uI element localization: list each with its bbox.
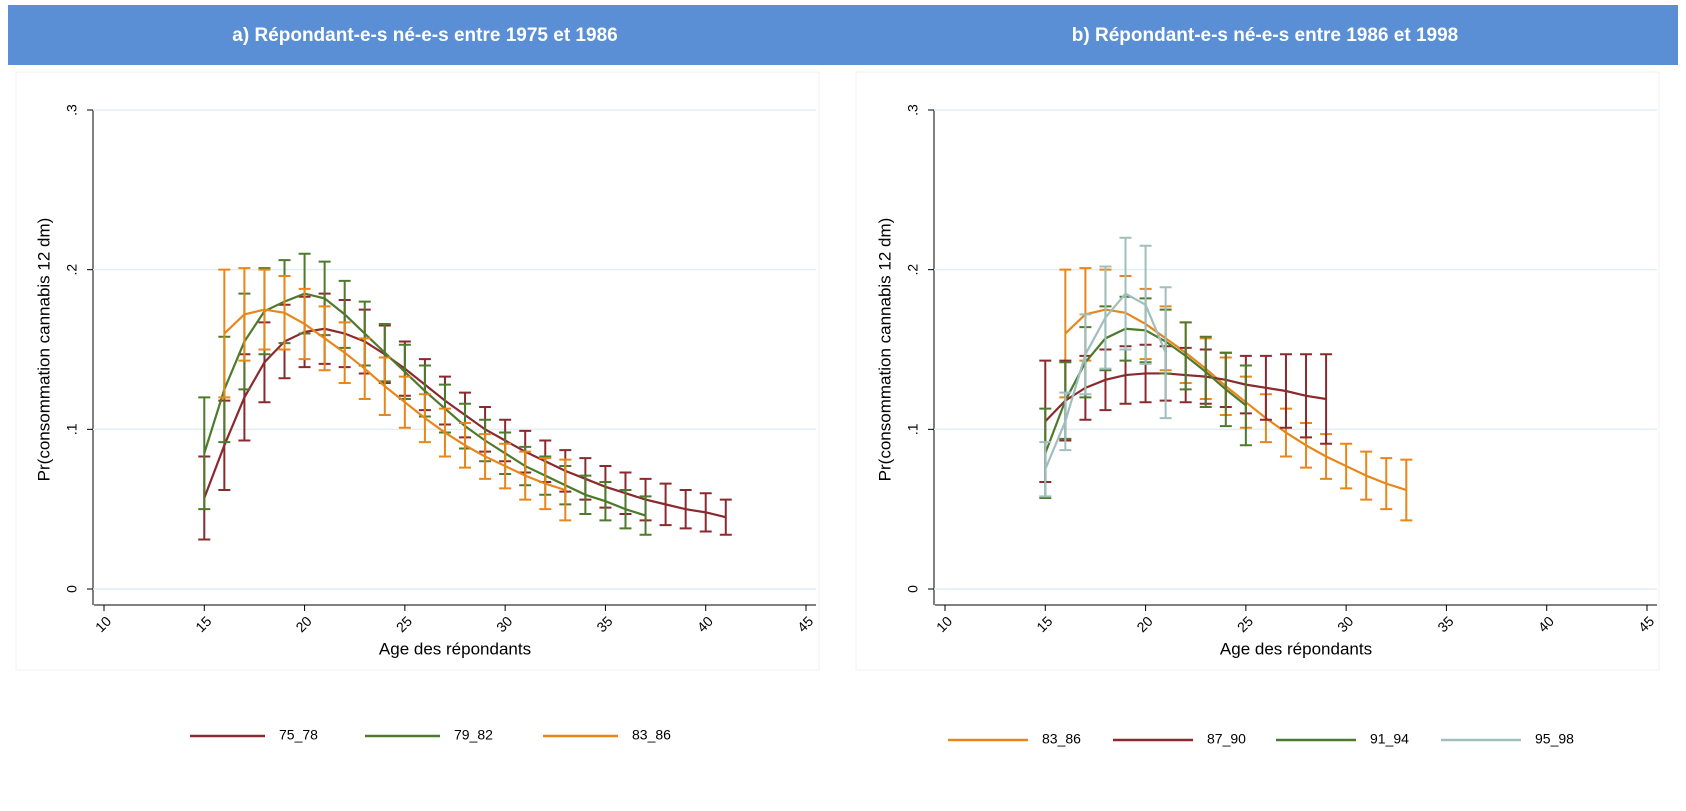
panel-title: b) Répondant-e-s né-e-s entre 1986 et 19… (1072, 25, 1458, 46)
error-bar (719, 498, 732, 536)
legend-label: 95_98 (1535, 731, 1574, 747)
series-line (1064, 308, 1407, 492)
error-bar (639, 495, 652, 536)
error-bar (378, 356, 391, 416)
error-bar (298, 287, 311, 361)
error-bar (218, 268, 231, 399)
error-bar (659, 482, 672, 527)
x-axis-title: Age des répondants (1220, 639, 1372, 658)
error-bar (699, 492, 712, 533)
error-bar (1119, 236, 1132, 351)
series-line (223, 308, 566, 492)
header-bar (8, 5, 1678, 65)
error-bar (1279, 353, 1292, 429)
legend-label: 87_90 (1207, 731, 1246, 747)
y-tick-label: .1 (905, 423, 921, 435)
y-tick-label: 0 (905, 585, 921, 593)
error-bar (1400, 458, 1413, 522)
y-tick-label: .2 (64, 264, 80, 276)
error-bar (1259, 354, 1272, 421)
error-bar (579, 474, 592, 515)
legend-label: 91_94 (1370, 731, 1409, 747)
error-bar (1320, 353, 1333, 445)
legend-label: 79_82 (454, 727, 493, 743)
y-tick-label: 0 (64, 585, 80, 593)
y-tick-label: .1 (64, 423, 80, 435)
error-bar (539, 457, 552, 511)
error-bar (479, 433, 492, 480)
error-bar (1059, 391, 1072, 452)
y-axis-title: Pr(consommation cannabis 12 dm) (875, 218, 894, 482)
error-bar (499, 442, 512, 490)
error-bar (1159, 286, 1172, 420)
error-bar (1300, 353, 1313, 439)
error-bar (1219, 351, 1232, 428)
error-bar (358, 337, 371, 400)
error-bar (438, 407, 451, 458)
error-bar (1239, 364, 1252, 447)
error-bar (1099, 265, 1112, 370)
y-tick-label: .3 (64, 104, 80, 116)
error-bar (1039, 441, 1052, 498)
error-bar (559, 458, 572, 522)
error-bar (619, 489, 632, 530)
panel-a-background (15, 71, 820, 671)
error-bar (1360, 450, 1373, 501)
legend-label: 83_86 (1042, 731, 1081, 747)
x-axis-title: Age des répondants (379, 639, 531, 658)
y-axis-title: Pr(consommation cannabis 12 dm) (34, 218, 53, 482)
error-bar (338, 321, 351, 385)
error-bar (599, 481, 612, 522)
error-bar (318, 305, 331, 372)
error-bar (1179, 321, 1192, 391)
error-bar (398, 375, 411, 429)
error-bar (198, 396, 211, 511)
legend-label: 75_78 (279, 727, 318, 743)
error-bar (1380, 457, 1393, 511)
error-bar (519, 450, 532, 501)
error-bar (679, 489, 692, 530)
legend-label: 83_86 (632, 727, 671, 743)
error-bar (1199, 335, 1212, 408)
error-bar (1340, 442, 1353, 490)
panel-b-background (855, 71, 1660, 671)
error-bar (418, 393, 431, 444)
y-tick-label: .3 (905, 104, 921, 116)
y-tick-label: .2 (905, 264, 921, 276)
error-bar (1079, 313, 1092, 396)
error-bar (258, 268, 271, 351)
error-bar (238, 267, 251, 362)
error-bar (278, 275, 291, 351)
panel-title: a) Répondant-e-s né-e-s entre 1975 et 19… (232, 25, 617, 46)
error-bar (459, 421, 472, 469)
error-bar (1139, 244, 1152, 365)
